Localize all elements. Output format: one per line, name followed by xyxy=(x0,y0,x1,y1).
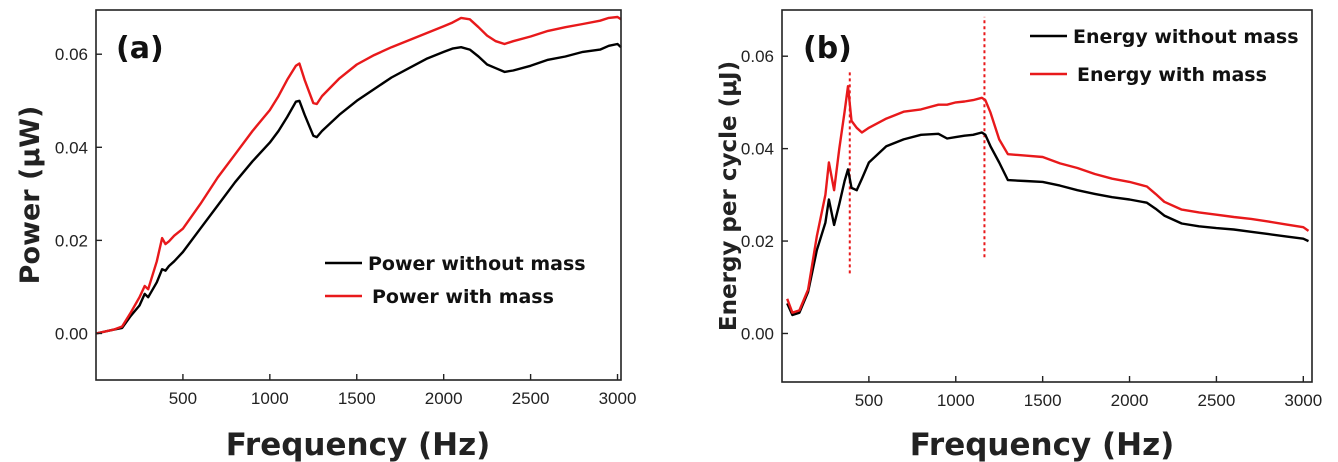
panel-a: 500 1000 1500 2000 2500 30000.000.020.040.06 … xyxy=(15,9,637,462)
panel-a-x-tick-label-2000: 2000 xyxy=(425,389,463,408)
panel-a-y-tick-label-0: 0.00 xyxy=(55,324,88,343)
panel-b-series-line-without-mass xyxy=(786,131,1310,317)
panel-b-y-tick-label-0: 0.00 xyxy=(741,324,774,343)
panel-b-x-tick-label-1000: 1000 xyxy=(937,391,975,410)
panel-a-x-tick-label-2500: 2500 xyxy=(512,389,550,408)
panel-b-label: (b) xyxy=(803,31,852,66)
panel-b-lines xyxy=(786,84,1310,317)
panel-a-legend-label-without-mass: Power without mass xyxy=(368,253,586,275)
panel-b-y-tick-label-2: 0.04 xyxy=(741,140,774,159)
panel-b: 500 1000 1500 2000 2500 30000.000.020.040.06 … xyxy=(716,9,1322,462)
panel-a-x-tick-label-500: 500 xyxy=(169,389,197,408)
panel-b-x-tick-label-3000: 3000 xyxy=(1284,391,1322,410)
panel-a-x-tick-label-1000: 1000 xyxy=(251,389,289,408)
panel-b-legend-label-without-mass: Energy without mass xyxy=(1073,26,1299,48)
panel-b-x-tick-label-1500: 1500 xyxy=(1024,391,1062,410)
panel-b-y-tick-label-3: 0.06 xyxy=(741,47,774,66)
panel-a-series-line-with-mass xyxy=(95,15,622,335)
panel-a-y-axis-title: Power (μW) xyxy=(15,106,46,285)
panel-b-y-tick-label-1: 0.02 xyxy=(741,232,774,251)
panel-a-x-tick-label-1500: 1500 xyxy=(338,389,376,408)
panel-b-x-tick-label-2500: 2500 xyxy=(1198,391,1236,410)
panel-b-x-tick-label-2000: 2000 xyxy=(1111,391,1149,410)
panel-a-series-line-without-mass xyxy=(95,42,622,335)
panel-b-series-line-with-mass xyxy=(786,84,1310,314)
panel-a-lines xyxy=(95,15,622,335)
panel-a-y-tick-label-1: 0.02 xyxy=(55,231,88,250)
panel-b-plot-frame xyxy=(781,9,1313,383)
panel-b-legend: Energy without mass Energy with mass xyxy=(1030,26,1299,86)
panel-a-label: (a) xyxy=(116,31,164,66)
panel-a-y-tick-label-2: 0.04 xyxy=(55,138,88,157)
panel-b-marker-lines xyxy=(848,16,986,274)
panel-b-x-axis-title: Frequency (Hz) xyxy=(910,427,1175,462)
panel-b-legend-label-with-mass: Energy with mass xyxy=(1077,64,1267,86)
panel-a-x-axis-title: Frequency (Hz) xyxy=(226,427,491,462)
panel-a-x-tick-label-3000: 3000 xyxy=(599,389,637,408)
panel-a-plot-frame xyxy=(95,9,622,381)
panel-b-ticks: 500 1000 1500 2000 2500 3000 0.00 0.02 0.04 0.06 xyxy=(741,47,1322,410)
panel-a-legend: Power without mass Power with mass xyxy=(325,253,586,308)
panel-a-ticks: 500 1000 1500 2000 2500 3000 0.00 0.02 0.04 0.06 xyxy=(55,45,637,408)
panel-b-y-axis-title: Energy per cycle (μJ) xyxy=(716,61,742,331)
panel-b-x-tick-label-500: 500 xyxy=(855,391,883,410)
panel-a-y-tick-label-3: 0.06 xyxy=(55,45,88,64)
panel-a-legend-label-with-mass: Power with mass xyxy=(372,286,554,308)
